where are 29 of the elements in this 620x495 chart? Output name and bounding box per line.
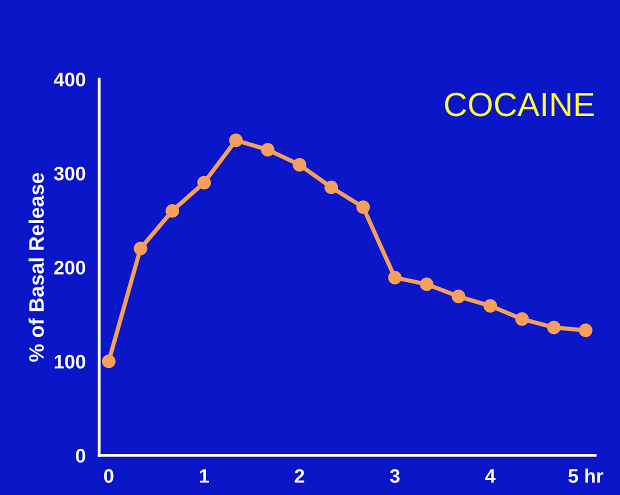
y-tick-label: 0 — [76, 448, 86, 463]
point — [166, 204, 180, 218]
point — [356, 200, 370, 214]
point — [134, 242, 148, 256]
point — [515, 312, 529, 326]
x-tick-label: 2 — [294, 469, 304, 483]
point — [324, 180, 338, 194]
y-tick-label: 100 — [54, 354, 86, 369]
x-tick-label: 4 — [485, 469, 496, 483]
x-tick-label: 5 hr — [568, 468, 604, 483]
point — [292, 158, 306, 172]
point — [388, 270, 402, 284]
y-tick-label: 200 — [54, 260, 86, 275]
chart-title: COCAINE — [445, 92, 594, 116]
point — [420, 277, 434, 291]
y-tick-label: 300 — [54, 166, 86, 181]
y-tick-label: 400 — [54, 72, 86, 86]
point — [484, 299, 498, 313]
x-tick-label: 3 — [390, 469, 400, 483]
point — [578, 324, 592, 338]
x-tick-label: 1 — [200, 469, 209, 483]
point — [197, 176, 211, 190]
point — [260, 142, 275, 157]
x-tick-label: 0 — [104, 469, 114, 483]
point — [102, 354, 116, 368]
point — [229, 134, 243, 148]
point — [452, 290, 466, 304]
point — [547, 320, 561, 334]
y-axis-title: % of Basal Release — [28, 173, 44, 362]
